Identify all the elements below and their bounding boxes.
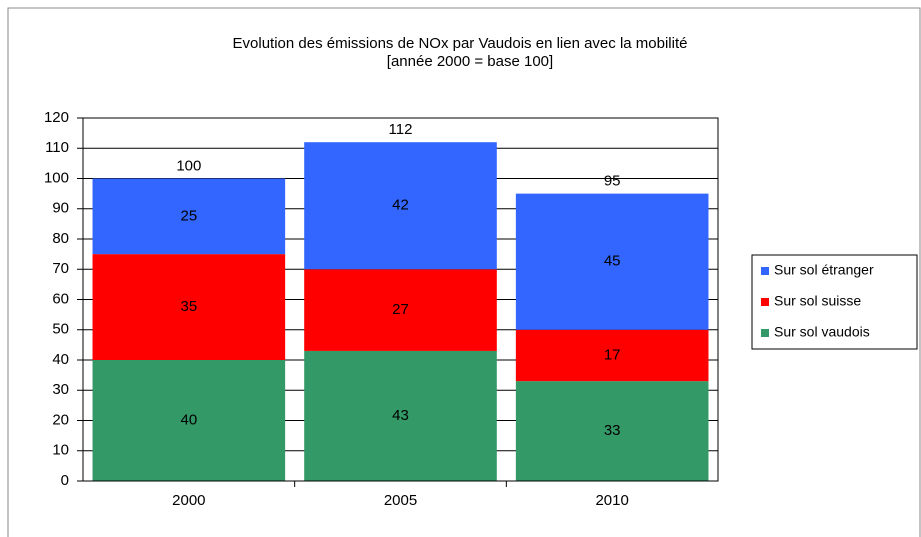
plot-border	[82, 117, 719, 482]
value-label: 33	[604, 422, 621, 439]
value-label: 42	[392, 197, 409, 214]
value-label: 45	[604, 253, 621, 270]
value-label: 17	[604, 346, 621, 363]
x-tick-label: 2010	[595, 492, 628, 509]
y-tick-label: 0	[61, 472, 69, 489]
y-tick-label: 40	[52, 351, 69, 368]
y-tick-label: 80	[52, 230, 69, 247]
value-label: 43	[392, 407, 409, 424]
bar-segment	[92, 360, 286, 481]
value-label: 40	[180, 411, 197, 428]
y-tick-label: 110	[45, 139, 69, 156]
bar-segment	[304, 269, 497, 351]
legend-label: Sur sol suisse	[774, 293, 861, 309]
bar-segment	[304, 350, 497, 481]
chart-subtitle: [année 2000 = base 100]	[387, 53, 553, 70]
bar-segment	[515, 381, 709, 481]
x-tick-label: 2000	[172, 492, 205, 509]
y-tick-label: 70	[52, 260, 69, 277]
bar-segment	[304, 142, 497, 270]
y-tick-label: 90	[52, 200, 69, 217]
bar-segment	[515, 329, 709, 382]
y-tick-label: 20	[52, 411, 69, 428]
y-tick-label: 30	[52, 381, 69, 398]
chart-title: Evolution des émissions de NOx par Vaudo…	[233, 35, 688, 52]
legend-box	[751, 254, 918, 350]
y-tick-label: 10	[52, 442, 69, 459]
bar-segment	[92, 178, 286, 255]
legend-swatch	[761, 298, 769, 306]
value-label: 35	[180, 298, 197, 315]
legend-swatch	[761, 267, 769, 275]
y-tick-label: 100	[44, 169, 69, 186]
legend-label: Sur sol étranger	[774, 262, 874, 278]
value-label: 27	[392, 301, 409, 318]
x-tick-label: 2005	[384, 492, 417, 509]
total-label: 112	[389, 121, 413, 138]
y-tick-label: 120	[44, 109, 69, 126]
bar-segment	[515, 193, 709, 330]
bar-segment	[92, 254, 286, 360]
value-label: 25	[180, 207, 197, 224]
legend-swatch	[761, 329, 769, 337]
total-label: 95	[604, 173, 621, 190]
y-tick-label: 50	[52, 321, 69, 338]
total-label: 100	[176, 157, 201, 174]
legend-label: Sur sol vaudois	[774, 324, 870, 340]
y-tick-label: 60	[52, 290, 69, 307]
